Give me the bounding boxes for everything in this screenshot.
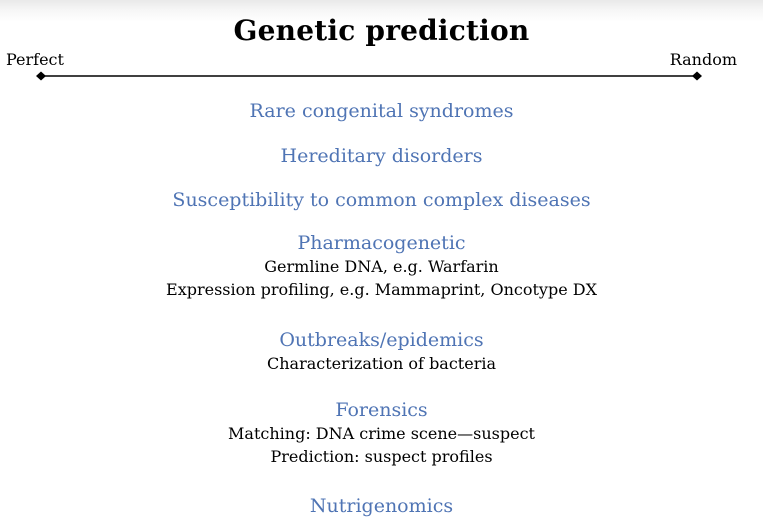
item-heading: Hereditary disorders [280,145,483,167]
item-heading: Susceptibility to common complex disease… [172,189,591,211]
item-nutrigenomics: Nutrigenomics [0,494,763,518]
item-detail: Matching: DNA crime scene—suspect [228,424,535,443]
scale-left-endpoint [36,71,46,81]
scale-right-endpoint [692,71,702,81]
item-heading: Nutrigenomics [309,495,454,517]
item-outbreaks-epidemics: Outbreaks/epidemics Characterization of … [0,328,763,375]
item-heading: Outbreaks/epidemics [279,329,484,351]
scale-right-label: Random [669,50,737,69]
item-detail: Prediction: suspect profiles [270,447,493,466]
item-heading: Rare congenital syndromes [249,100,514,122]
item-heading: Pharmacogenetic [297,232,466,254]
item-hereditary-disorders: Hereditary disorders [0,144,763,168]
item-susceptibility: Susceptibility to common complex disease… [0,188,763,212]
item-heading: Forensics [335,399,428,421]
prediction-scale [36,71,702,81]
item-detail: Characterization of bacteria [266,354,497,373]
item-rare-congenital-syndromes: Rare congenital syndromes [0,99,763,123]
item-detail: Germline DNA, e.g. Warfarin [264,257,499,276]
item-pharmacogenetic: Pharmacogenetic Germline DNA, e.g. Warfa… [0,231,763,301]
item-forensics: Forensics Matching: DNA crime scene—susp… [0,398,763,468]
scale-left-label: Perfect [6,50,64,69]
slide-title: Genetic prediction [233,14,530,47]
item-detail: Expression profiling, e.g. Mammaprint, O… [166,280,597,299]
